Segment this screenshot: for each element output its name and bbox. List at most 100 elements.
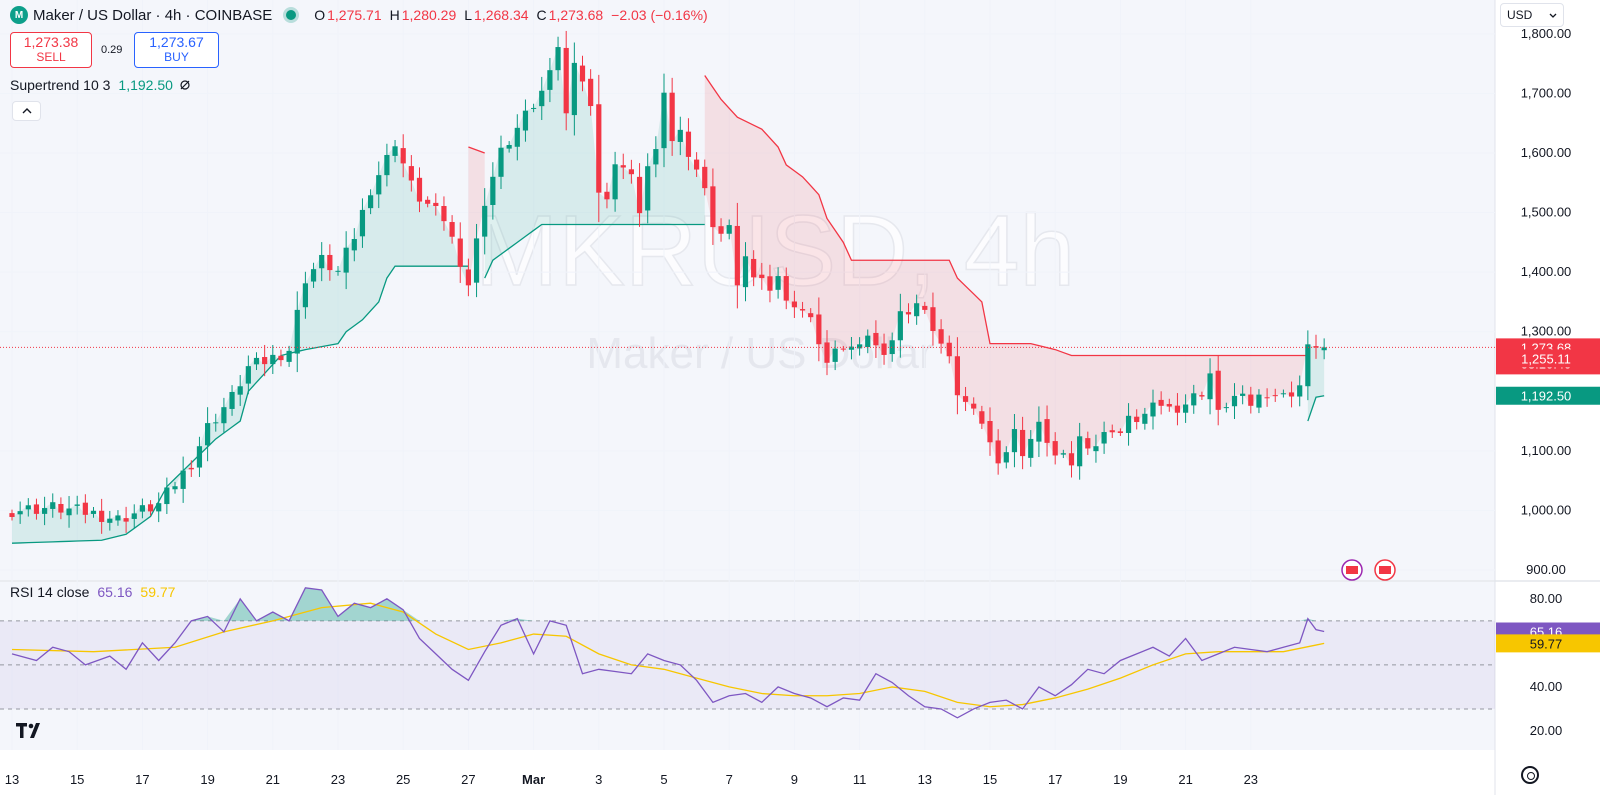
- candle-body: [188, 467, 194, 470]
- buy-price: 1,273.67: [149, 34, 204, 50]
- candle-body: [718, 226, 724, 234]
- candle-body: [579, 65, 586, 82]
- candle-body: [995, 440, 1001, 464]
- candle-body: [229, 391, 235, 409]
- candle-body: [783, 276, 789, 301]
- supertrend-up-line: [484, 223, 705, 279]
- supertrend-label[interactable]: Supertrend 10 3: [10, 77, 111, 93]
- candle-body: [808, 313, 814, 318]
- candle-body: [514, 127, 520, 147]
- time-tick-label: 25: [396, 772, 410, 787]
- candle-body: [775, 276, 781, 290]
- price-change: −2.03 (−0.16%): [611, 7, 708, 23]
- supertrend-down-fill: [704, 75, 1308, 466]
- time-tick-label: 15: [983, 772, 997, 787]
- candle-body: [408, 166, 414, 181]
- price-tick-label: 1,000.00: [1521, 502, 1572, 517]
- candle-body: [848, 346, 855, 350]
- candle-body: [1158, 399, 1164, 406]
- candle-body: [751, 258, 757, 278]
- supertrend-legend[interactable]: Supertrend 10 3 1,192.50: [10, 77, 191, 93]
- candle-body: [42, 508, 48, 514]
- sell-button[interactable]: 1,273.38 SELL: [10, 32, 92, 68]
- candle-body: [897, 311, 903, 341]
- candle-body: [531, 107, 537, 109]
- candle-body: [33, 504, 40, 514]
- chevron-down-icon: [1549, 13, 1557, 18]
- supertrend-down-line: [468, 146, 485, 154]
- candle-body: [1109, 430, 1115, 433]
- candle-body: [1231, 395, 1238, 407]
- candle-body: [954, 356, 960, 396]
- rsi-line: [11, 587, 1325, 719]
- candle-body: [816, 314, 822, 345]
- candle-body: [1272, 395, 1278, 397]
- candle-body: [172, 486, 178, 490]
- candle-body: [1305, 344, 1311, 387]
- currency-label: USD: [1507, 8, 1533, 22]
- sell-price: 1,273.38: [23, 34, 79, 50]
- time-tick-label: 27: [461, 772, 475, 787]
- candle-body: [1223, 407, 1229, 409]
- candle-body: [1256, 394, 1262, 408]
- candle-body: [555, 47, 561, 71]
- time-tick-label: 9: [791, 772, 798, 787]
- candle-body: [604, 191, 610, 200]
- time-tick-label: 21: [266, 772, 280, 787]
- candle-body: [278, 355, 284, 361]
- candle-body: [596, 104, 602, 193]
- time-tick-label: 19: [200, 772, 214, 787]
- price-tick-label: 1,700.00: [1521, 85, 1572, 100]
- candle-body: [734, 225, 740, 286]
- candle-body: [441, 206, 447, 222]
- candle-body: [294, 309, 300, 354]
- candle-body: [799, 309, 806, 311]
- price-pane[interactable]: [0, 0, 1495, 580]
- candle-body: [368, 195, 374, 209]
- time-tick-label: Mar: [522, 772, 545, 787]
- candle-body: [262, 357, 268, 365]
- symbol-title[interactable]: Maker / US Dollar · 4h · COINBASE: [33, 6, 273, 24]
- currency-select[interactable]: USD: [1500, 3, 1564, 27]
- candle-body: [1166, 404, 1172, 407]
- time-tick-label: 11: [853, 772, 867, 787]
- candle-body: [938, 329, 944, 344]
- rsi-tick-label: 40.00: [1530, 679, 1563, 694]
- eye-off-icon[interactable]: [179, 79, 191, 91]
- candle-body: [726, 225, 732, 234]
- time-tick-label: 17: [135, 772, 149, 787]
- candle-body: [392, 146, 398, 156]
- candle-body: [1028, 438, 1034, 458]
- candle-body: [506, 144, 512, 149]
- time-tick-label: 7: [726, 772, 733, 787]
- collapse-legend-button[interactable]: [12, 101, 41, 121]
- event-flag-stripe-icon: [1379, 566, 1391, 574]
- candle-body: [588, 78, 594, 107]
- supertrend-down-line: [704, 75, 1308, 357]
- rsi-legend[interactable]: RSI 14 close 65.16 59.77: [10, 584, 175, 600]
- rsi-label[interactable]: RSI 14 close: [10, 584, 90, 600]
- symbol-legend[interactable]: M Maker / US Dollar · 4h · COINBASE O 1,2…: [10, 6, 716, 24]
- ohlc-low: L 1,268.34: [464, 7, 529, 23]
- time-tick-label: 21: [1178, 772, 1192, 787]
- candle-body: [131, 513, 137, 519]
- candle-body: [498, 147, 504, 177]
- rsi-tick-label: 20.00: [1530, 723, 1563, 738]
- candle-body: [1288, 392, 1295, 397]
- candle-body: [253, 357, 260, 365]
- time-tick-label: 15: [70, 772, 84, 787]
- candle-body: [66, 508, 72, 516]
- tradingview-logo-icon[interactable]: [16, 720, 48, 738]
- buy-button[interactable]: 1,273.67 BUY: [134, 32, 219, 68]
- candle-body: [1036, 421, 1042, 442]
- candle-body: [1052, 441, 1058, 456]
- candle-body: [82, 502, 88, 515]
- candle-body: [90, 510, 97, 514]
- candle-body: [539, 90, 545, 107]
- candle-body: [351, 239, 357, 251]
- rsi-ma-label: 59.77: [1530, 636, 1563, 651]
- candle-body: [1321, 347, 1327, 351]
- settings-icon[interactable]: [1521, 766, 1539, 784]
